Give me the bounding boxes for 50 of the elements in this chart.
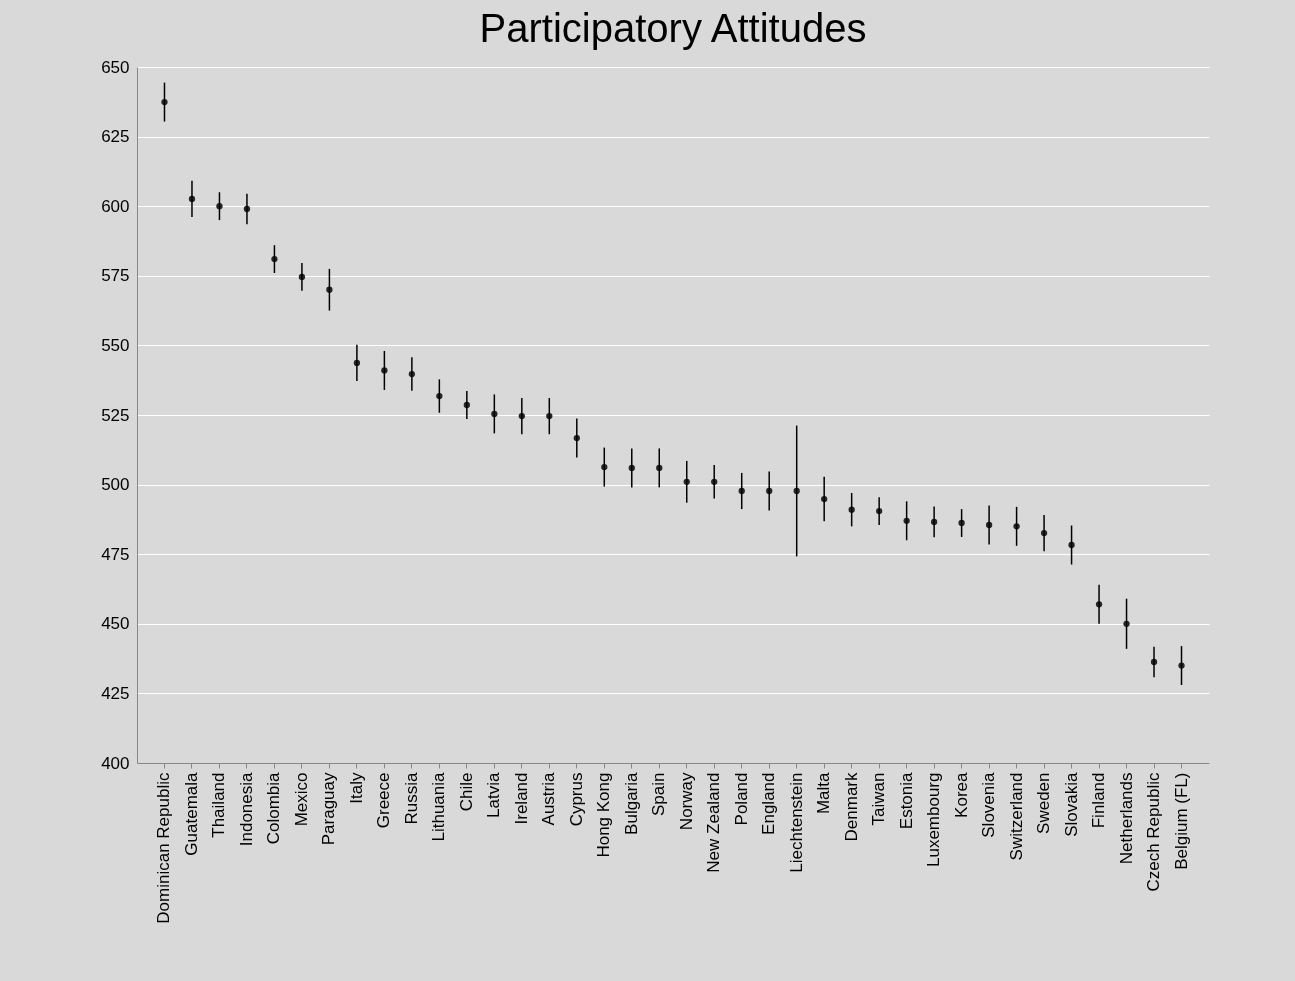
x-tick-label: Netherlands [1116, 772, 1136, 865]
y-tick-label: 600 [101, 196, 130, 216]
x-tick-label: Norway [676, 772, 696, 831]
x-tick-label: Finland [1089, 772, 1109, 829]
x-tick-label: Denmark [841, 772, 861, 842]
y-tick-label: 525 [101, 405, 130, 425]
y-tick-label: 575 [101, 266, 130, 286]
x-tick-label: Slovenia [979, 771, 999, 838]
x-tick-label: Slovakia [1061, 771, 1081, 837]
x-tick-label: Thailand [209, 772, 229, 838]
x-tick-label: Korea [951, 771, 971, 818]
y-tick-label: 425 [101, 683, 130, 703]
x-tick-label: Switzerland [1006, 772, 1026, 861]
x-tick-label: Czech Republic [1144, 772, 1164, 892]
y-tick-label: 400 [101, 753, 130, 773]
x-tick-label: Belgium (FL) [1171, 772, 1191, 870]
x-tick-label: Guatemala [181, 771, 201, 856]
x-tick-label: Spain [649, 772, 669, 816]
x-tick-label: Malta [814, 771, 834, 815]
x-tick-label: Austria [539, 771, 559, 826]
x-tick-label: Greece [374, 772, 394, 829]
x-tick-label: Sweden [1034, 772, 1054, 834]
x-tick-label: Estonia [896, 771, 916, 830]
x-tick-label: Russia [401, 771, 421, 825]
x-tick-label: Hong Kong [594, 772, 614, 858]
x-tick-label: Lithuania [429, 771, 449, 842]
x-tick-label: Liechtenstein [786, 772, 806, 873]
y-tick-label: 500 [101, 475, 130, 495]
x-tick-label: Latvia [484, 771, 504, 818]
x-tick-label: Colombia [264, 771, 284, 845]
y-tick-label: 550 [101, 335, 130, 355]
chart-title: Participatory Attitudes [479, 6, 867, 50]
x-tick-label: Dominican Republic [154, 772, 174, 924]
x-tick-label: Cyprus [566, 772, 586, 827]
x-tick-label: Ireland [511, 772, 531, 825]
x-tick-label: Taiwan [869, 772, 889, 826]
x-tick-label: Mexico [291, 772, 311, 827]
y-tick-label: 450 [101, 614, 130, 634]
x-tick-label: Paraguay [319, 772, 339, 846]
x-tick-label: Chile [456, 772, 476, 812]
x-tick-label: Poland [731, 772, 751, 826]
x-tick-label: New Zealand [704, 772, 724, 873]
x-tick-label: Bulgaria [621, 771, 641, 835]
y-tick-label: 625 [101, 127, 130, 147]
x-tick-label: England [759, 772, 779, 835]
y-tick-label: 650 [101, 57, 130, 77]
x-tick-label: Italy [346, 772, 366, 804]
x-tick-label: Indonesia [236, 771, 256, 847]
y-tick-label: 475 [101, 544, 130, 564]
x-tick-label: Luxembourg [924, 772, 944, 868]
